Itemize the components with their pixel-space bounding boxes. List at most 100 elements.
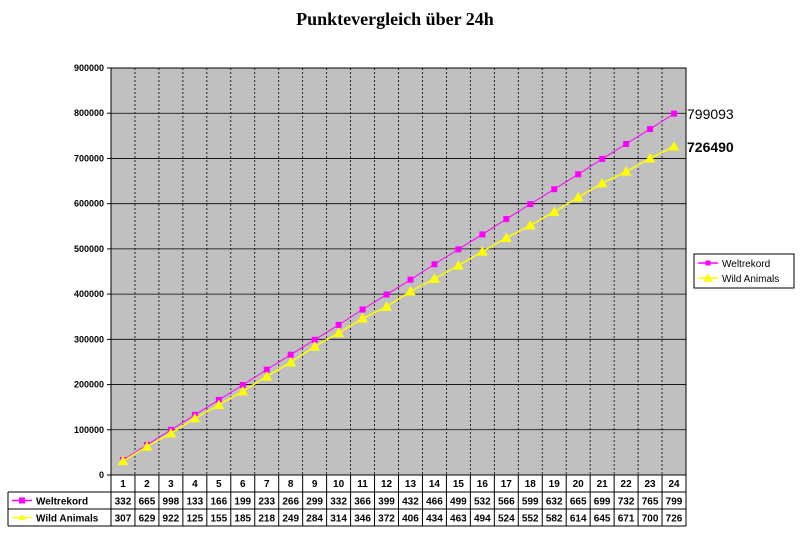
x-category-label: 1 bbox=[120, 479, 126, 490]
y-axis: 0 100000 200000 300000 400000 500000 600000 700… bbox=[74, 63, 111, 480]
legend-entry-label: Weltrekord bbox=[722, 259, 770, 270]
table-value-cell: 166 bbox=[210, 497, 227, 508]
table-value-cell: 599 bbox=[522, 497, 539, 508]
table-value-cell: 732 bbox=[618, 497, 635, 508]
data-point-wild-animals bbox=[476, 246, 488, 256]
table-value-cell: 765 bbox=[642, 497, 659, 508]
y-tick-label: 300000 bbox=[74, 334, 104, 344]
data-point-weltrekord bbox=[263, 366, 270, 373]
data-point-weltrekord bbox=[311, 336, 318, 343]
y-tick-label: 200000 bbox=[74, 380, 104, 390]
table-value-cell: 284 bbox=[306, 514, 323, 525]
x-category-label: 5 bbox=[216, 479, 222, 490]
table-value-cell: 494 bbox=[474, 514, 491, 525]
table-value-cell: 645 bbox=[594, 514, 611, 525]
data-point-wild-animals bbox=[285, 356, 297, 367]
table-value-cell: 699 bbox=[594, 497, 611, 508]
table-value-cell: 434 bbox=[426, 514, 443, 525]
table-value-cell: 614 bbox=[570, 514, 587, 525]
x-category-label: 3 bbox=[168, 479, 174, 490]
data-point-wild-animals bbox=[165, 427, 177, 438]
y-tick-label: 100000 bbox=[74, 425, 104, 435]
table-value-cell: 218 bbox=[258, 514, 275, 525]
data-point-wild-animals bbox=[405, 285, 416, 296]
table-value-cell: 307 bbox=[115, 514, 132, 525]
table-series-label: Weltrekord bbox=[36, 497, 88, 508]
chart-title: Punktevergleich über 24h bbox=[296, 9, 494, 29]
table-value-cell: 432 bbox=[402, 497, 419, 508]
data-point-wild-animals bbox=[429, 273, 440, 283]
x-category-label: 12 bbox=[381, 479, 393, 490]
data-point-wild-animals bbox=[524, 219, 536, 230]
table-value-cell: 372 bbox=[378, 514, 395, 525]
table-value-cell: 249 bbox=[282, 514, 299, 525]
data-point-wild-animals bbox=[261, 371, 273, 381]
end-value-label-wild-animals: 726490 bbox=[687, 139, 734, 155]
data-point-weltrekord bbox=[527, 201, 534, 208]
legend-key-marker bbox=[703, 273, 713, 282]
table-value-cell: 700 bbox=[642, 514, 659, 525]
table-value-cell: 463 bbox=[450, 514, 467, 525]
data-point-weltrekord bbox=[599, 155, 606, 162]
data-point-weltrekord bbox=[335, 321, 342, 328]
data-point-weltrekord bbox=[431, 261, 438, 268]
data-point-wild-animals bbox=[644, 153, 656, 163]
table-legend-key-marker bbox=[18, 513, 26, 521]
table-value-cell: 632 bbox=[546, 497, 563, 508]
table-value-cell: 665 bbox=[570, 497, 587, 508]
data-point-weltrekord bbox=[671, 110, 678, 117]
legend: Weltrekord Wild Animals bbox=[693, 253, 795, 289]
table-value-cell: 233 bbox=[258, 497, 275, 508]
table-value-cell: 671 bbox=[618, 514, 635, 525]
data-point-wild-animals bbox=[213, 399, 225, 409]
x-category-label: 8 bbox=[288, 479, 294, 490]
data-point-wild-animals bbox=[572, 191, 584, 202]
y-tick-label: 400000 bbox=[74, 289, 104, 299]
data-table: 1 2 3 4 5 6 7 8 9 10 11 12 13 14 15 16 17 18 19 20 21 22 23 24W… bbox=[7, 475, 687, 527]
table-value-cell: 922 bbox=[163, 514, 180, 525]
data-point-wild-animals bbox=[141, 441, 153, 451]
x-category-label: 19 bbox=[549, 479, 561, 490]
x-category-label: 18 bbox=[525, 479, 537, 490]
table-value-cell: 726 bbox=[666, 514, 683, 525]
data-point-wild-animals bbox=[620, 166, 632, 176]
x-category-label: 23 bbox=[645, 479, 657, 490]
data-point-wild-animals bbox=[237, 385, 249, 396]
table-value-cell: 366 bbox=[354, 497, 371, 508]
x-category-label: 9 bbox=[312, 479, 318, 490]
table-value-cell: 133 bbox=[187, 497, 204, 508]
data-point-wild-animals bbox=[381, 301, 392, 311]
legend-entry-label: Wild Animals bbox=[722, 274, 779, 285]
table-value-cell: 582 bbox=[546, 514, 563, 525]
data-point-wild-animals bbox=[189, 413, 201, 423]
data-point-weltrekord bbox=[455, 246, 462, 253]
x-category-label: 2 bbox=[144, 479, 150, 490]
data-point-weltrekord bbox=[623, 140, 630, 147]
data-point-wild-animals bbox=[500, 232, 512, 243]
x-category-label: 16 bbox=[477, 479, 489, 490]
table-value-cell: 155 bbox=[210, 514, 227, 525]
table-value-cell: 998 bbox=[163, 497, 180, 508]
end-value-label-weltrekord: 799093 bbox=[687, 106, 734, 122]
data-point-wild-animals bbox=[548, 206, 560, 216]
table-value-cell: 314 bbox=[330, 514, 347, 525]
table-value-cell: 629 bbox=[139, 514, 156, 525]
table-value-cell: 499 bbox=[450, 497, 467, 508]
data-point-weltrekord bbox=[239, 382, 246, 389]
x-category-label: 13 bbox=[405, 479, 417, 490]
series-layer bbox=[117, 110, 680, 466]
x-category-label: 21 bbox=[597, 479, 609, 490]
y-tick-label: 0 bbox=[99, 470, 104, 480]
table-value-cell: 552 bbox=[522, 514, 539, 525]
table-value-cell: 332 bbox=[330, 497, 347, 508]
table-value-cell: 266 bbox=[282, 497, 299, 508]
table-value-cell: 466 bbox=[426, 497, 443, 508]
y-tick-label: 500000 bbox=[74, 244, 104, 254]
data-point-weltrekord bbox=[407, 276, 414, 283]
table-value-cell: 299 bbox=[306, 497, 323, 508]
x-category-label: 17 bbox=[501, 479, 513, 490]
data-point-wild-animals bbox=[333, 327, 345, 338]
table-value-cell: 406 bbox=[402, 514, 419, 525]
table-value-cell: 332 bbox=[115, 497, 132, 508]
